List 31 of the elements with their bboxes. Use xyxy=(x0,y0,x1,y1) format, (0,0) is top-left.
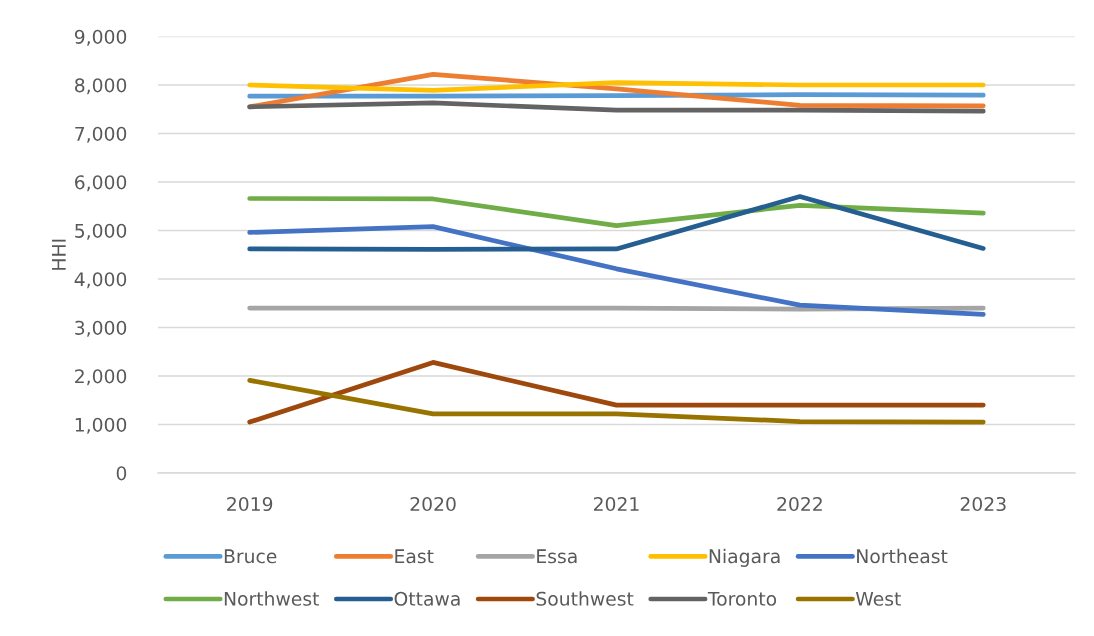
y-tick-label: 9,000 xyxy=(74,29,127,46)
legend-label: Bruce xyxy=(224,549,277,564)
legend-label: Niagara xyxy=(709,548,780,567)
legend-label: Northeast xyxy=(857,548,948,564)
y-tick-label: 7,000 xyxy=(75,126,127,143)
line-series xyxy=(247,196,986,229)
y-axis-title: HHI xyxy=(52,239,66,270)
y-tick-label: 4,000 xyxy=(74,272,127,289)
y-tick-label: 2,000 xyxy=(75,369,127,386)
line-series xyxy=(247,194,986,252)
legend-label: Northwest xyxy=(224,591,320,606)
line-series xyxy=(247,100,986,114)
legend-label: West xyxy=(855,591,901,606)
y-tick-label: 6,000 xyxy=(75,175,127,192)
legend-label: East xyxy=(395,549,434,564)
y-tick-label: 3,000 xyxy=(75,320,127,337)
legend-label: Toronto xyxy=(707,591,777,606)
legend-label: Southwest xyxy=(536,591,634,606)
line-series xyxy=(247,378,986,425)
x-tick-label: 2023 xyxy=(960,496,1006,512)
legend-label: Ottawa xyxy=(394,591,460,606)
legend-label: Essa xyxy=(537,549,577,564)
x-tick-label: 2022 xyxy=(777,496,822,512)
y-tick-label: 0 xyxy=(116,466,127,481)
y-tick-label: 8,000 xyxy=(75,78,127,95)
line-series xyxy=(247,224,986,317)
x-tick-label: 2021 xyxy=(593,496,639,512)
x-tick-label: 2019 xyxy=(227,496,273,512)
y-tick-label: 1,000 xyxy=(75,417,127,434)
x-tick-label: 2020 xyxy=(410,496,456,512)
y-tick-label: 5,000 xyxy=(75,223,127,240)
